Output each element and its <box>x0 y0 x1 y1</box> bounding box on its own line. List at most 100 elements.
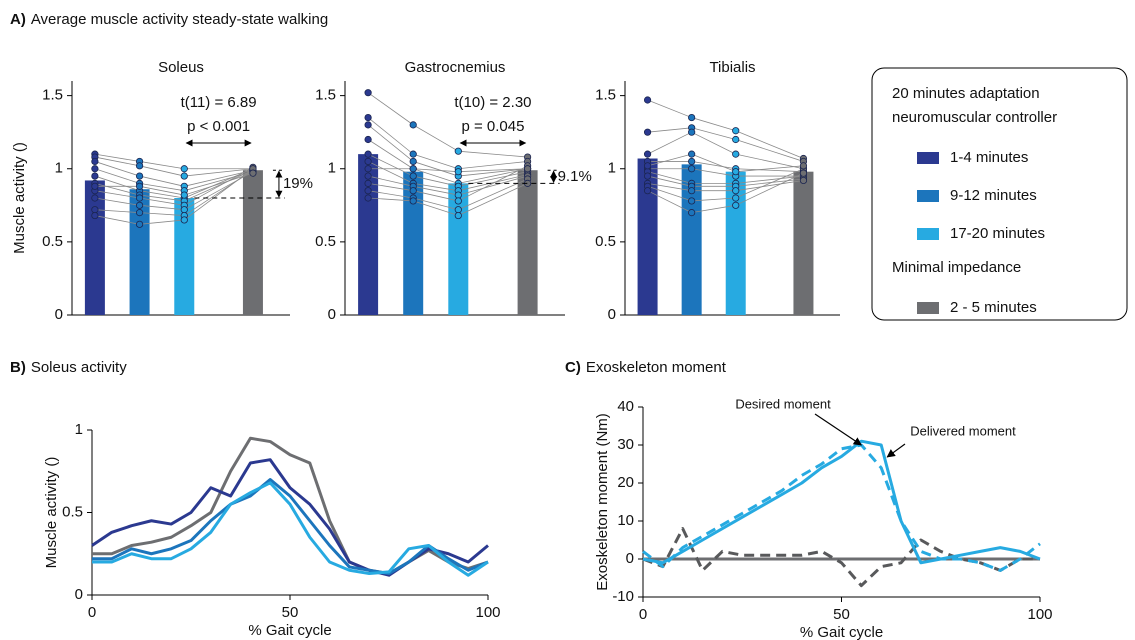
subject-line <box>139 194 185 202</box>
subject-line <box>458 168 528 184</box>
chart-title: Gastrocnemius <box>405 59 506 76</box>
subject-line <box>691 168 736 177</box>
subject-point <box>249 169 257 177</box>
subject-point <box>688 128 696 136</box>
subject-line <box>458 183 528 216</box>
subject-line <box>647 185 692 202</box>
subject-point <box>643 162 652 170</box>
subject-line <box>413 185 459 196</box>
subject-line <box>691 117 736 132</box>
y-tick-label: 1.5 <box>315 87 336 104</box>
subject-point <box>364 187 372 195</box>
x-axis-label: % Gait cycle <box>248 622 331 639</box>
subject-line <box>184 168 253 177</box>
subject-point <box>409 121 417 129</box>
subject-line <box>413 190 459 202</box>
subject-line <box>647 190 692 213</box>
subject-point <box>364 121 372 129</box>
subject-line <box>139 190 185 199</box>
subject-point <box>91 211 99 220</box>
legend-label: 17-20 minutes <box>950 225 1045 242</box>
subject-point <box>454 147 462 155</box>
bar <box>129 189 150 315</box>
series-line <box>92 481 489 577</box>
subject-line <box>735 165 804 173</box>
subject-line <box>647 127 692 133</box>
panel-label: A) <box>10 11 26 28</box>
subject-line <box>139 175 185 187</box>
subject-point <box>91 206 99 214</box>
subject-point <box>454 191 462 199</box>
legend-label: 1-4 minutes <box>950 149 1028 166</box>
y-tick-label: 1 <box>608 160 616 177</box>
subject-point <box>732 187 740 195</box>
legend-group-title: Minimal impedance <box>892 259 1021 276</box>
y-tick-label: 1 <box>55 160 63 177</box>
subject-point <box>643 128 652 136</box>
subject-line <box>458 168 528 173</box>
panel-label: B) <box>10 359 26 376</box>
subject-line <box>94 175 140 192</box>
subject-line <box>412 124 459 152</box>
y-tick-label: 0.5 <box>62 503 83 520</box>
panel-heading: C) Exoskeleton moment <box>565 359 727 376</box>
series-line <box>642 443 1041 572</box>
subject-line <box>139 182 185 192</box>
chart-title: Tibialis <box>709 59 755 76</box>
bar <box>725 171 746 315</box>
subject-line <box>94 156 140 167</box>
subject-line <box>139 161 185 170</box>
legend-label: 2 - 5 minutes <box>950 299 1037 316</box>
subject-line <box>184 169 254 187</box>
subject-line <box>735 139 804 162</box>
subject-line <box>735 168 804 199</box>
subject-point <box>364 179 372 187</box>
series-line <box>92 478 489 576</box>
y-tick-label: 0 <box>626 550 634 567</box>
legend-swatch <box>917 228 939 240</box>
subject-line <box>184 166 254 206</box>
subject-line <box>94 182 140 196</box>
subject-point <box>732 201 740 209</box>
subject-point <box>799 169 808 177</box>
panel-heading: A) Average muscle activity steady-state w… <box>10 11 328 28</box>
subject-point <box>454 168 462 176</box>
subject-line <box>413 175 459 187</box>
series-line <box>642 439 1041 565</box>
bar <box>403 171 424 315</box>
legend-swatch <box>917 302 939 314</box>
bar <box>358 154 379 315</box>
subject-point <box>364 157 372 166</box>
y-tick-label: 0.5 <box>595 233 616 250</box>
subject-line <box>368 182 414 192</box>
subject-point <box>643 96 652 104</box>
subject-line <box>413 153 459 170</box>
x-tick-label: 100 <box>475 604 500 621</box>
annotation-arrow <box>814 413 863 446</box>
y-tick-label: 0 <box>608 306 616 323</box>
panel-title: Exoskeleton moment <box>586 359 727 376</box>
subject-point <box>364 194 372 202</box>
subject-line <box>691 127 736 140</box>
subject-line <box>458 161 528 170</box>
subject-point <box>409 157 417 166</box>
subject-point <box>135 201 144 209</box>
subject-point <box>180 216 188 224</box>
subject-point <box>732 168 740 176</box>
subject-line <box>735 180 804 192</box>
subject-line <box>139 219 185 225</box>
subject-line <box>413 168 459 184</box>
subject-line <box>368 197 414 202</box>
subject-point <box>364 135 372 144</box>
subject-point <box>688 157 696 166</box>
y-tick-label: 40 <box>617 398 634 415</box>
difference-label: 19% <box>283 175 313 192</box>
subject-line <box>413 168 459 173</box>
subject-line <box>691 161 736 170</box>
subject-point <box>135 209 144 217</box>
subject-line <box>458 165 528 202</box>
subject-point <box>135 182 144 190</box>
y-tick-label: 20 <box>617 474 634 491</box>
subject-point <box>732 135 740 144</box>
